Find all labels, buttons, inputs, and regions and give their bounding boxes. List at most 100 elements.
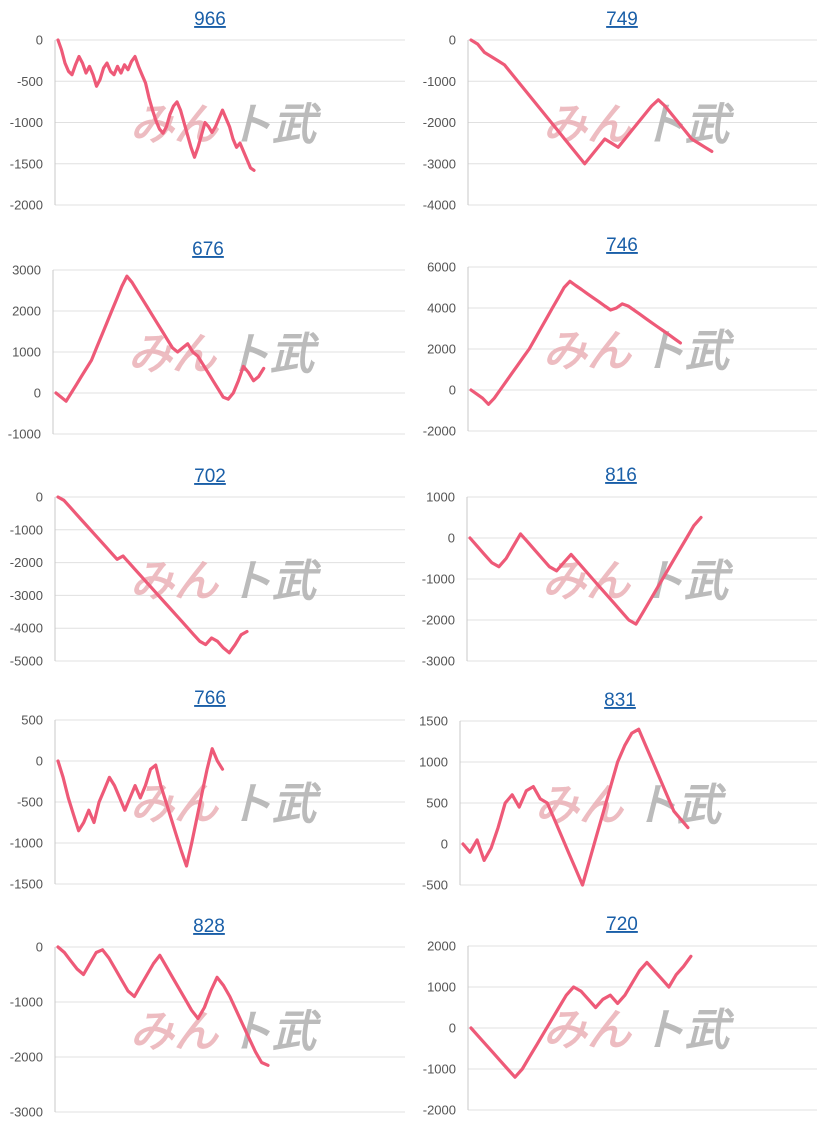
chart-title-link[interactable]: 766 <box>194 688 226 709</box>
watermark-part1: みん <box>543 327 633 376</box>
watermark-part2: ト武 <box>228 101 322 150</box>
y-tick-label: -500 <box>17 74 43 89</box>
y-tick-label: -1000 <box>423 74 456 89</box>
line-chart-746: 6000 4000 2000 0 -2000 みん ト武 746 <box>423 235 817 439</box>
y-tick-label: 1000 <box>419 755 448 770</box>
watermark-part1: みん <box>128 330 218 379</box>
y-tick-label: -1000 <box>423 1062 456 1077</box>
y-tick-label: -1000 <box>10 115 43 130</box>
y-tick-label: 0 <box>34 386 41 401</box>
line-chart-766: 500 0 -500 -1000 -1500 みん ト武 766 <box>10 688 405 892</box>
y-tick-label: -4000 <box>10 621 43 636</box>
series-line <box>469 279 682 406</box>
series-line <box>54 274 266 403</box>
y-tick-label: -5000 <box>10 654 43 669</box>
chart-panel-816: 1000 0 -1000 -2000 -3000 みん ト武 816 <box>410 455 817 677</box>
watermark-part1: みん <box>543 1006 633 1055</box>
y-tick-label: -2000 <box>423 1103 456 1118</box>
y-tick-label: -1000 <box>10 836 43 851</box>
y-tick-label: 500 <box>21 713 43 728</box>
chart-title-link[interactable]: 746 <box>606 235 638 256</box>
chart-title-link[interactable]: 828 <box>193 916 225 937</box>
y-tick-label: -2000 <box>423 115 456 130</box>
y-tick-label: 2000 <box>12 304 41 319</box>
y-tick-label: -1000 <box>8 427 41 442</box>
y-tick-label: -1000 <box>10 522 43 537</box>
series-line <box>56 495 249 655</box>
y-tick-label: -2000 <box>423 424 456 439</box>
chart-panel-831: 1500 1000 500 0 -500 みん ト武 831 <box>410 678 817 900</box>
chart-panel-746: 6000 4000 2000 0 -2000 みん ト武 746 <box>410 225 817 447</box>
y-tick-label: -3000 <box>423 156 456 171</box>
chart-title-link[interactable]: 676 <box>192 239 224 260</box>
y-tick-label: 4000 <box>427 301 456 316</box>
y-tick-label: 1000 <box>12 345 41 360</box>
series-line <box>469 954 693 1079</box>
y-tick-label: 0 <box>449 33 456 48</box>
chart-title-link[interactable]: 749 <box>606 9 638 30</box>
y-tick-label: -1000 <box>422 572 455 587</box>
chart-title-link[interactable]: 720 <box>606 914 638 935</box>
y-tick-label: -2000 <box>422 613 455 628</box>
chart-panel-720: 2000 1000 0 -1000 -2000 みん ト武 720 <box>410 903 817 1125</box>
watermark-part2: ト武 <box>228 780 322 829</box>
y-tick-label: -1500 <box>10 156 43 171</box>
chart-title-link[interactable]: 816 <box>605 465 637 486</box>
y-tick-label: 0 <box>449 1021 456 1036</box>
watermark-part1: みん <box>130 1008 220 1057</box>
series-line <box>56 38 256 172</box>
y-tick-label: -1000 <box>10 995 43 1010</box>
line-chart-702: 0 -1000 -2000 -3000 -4000 -5000 みん ト武 702 <box>10 466 405 669</box>
watermark-logo: みん ト武 <box>535 781 727 830</box>
watermark-part1: みん <box>543 101 633 150</box>
y-tick-label: -500 <box>17 795 43 810</box>
chart-panel-749: 0 -1000 -2000 -3000 -4000 みん ト武 749 <box>410 0 817 222</box>
y-tick-label: 6000 <box>427 260 456 275</box>
y-tick-label: 2000 <box>427 342 456 357</box>
watermark-logo: みん ト武 <box>543 327 735 376</box>
watermark-part2: ト武 <box>641 101 735 150</box>
watermark-part2: ト武 <box>228 1008 322 1057</box>
chart-title-link[interactable]: 831 <box>604 690 636 711</box>
watermark-part2: ト武 <box>228 557 322 606</box>
chart-panel-766: 500 0 -500 -1000 -1500 みん ト武 766 <box>0 678 407 900</box>
watermark-part2: ト武 <box>641 1006 735 1055</box>
y-tick-label: 2000 <box>427 939 456 954</box>
line-chart-749: 0 -1000 -2000 -3000 -4000 みん ト武 749 <box>423 9 817 213</box>
y-tick-label: 0 <box>441 837 448 852</box>
series-line <box>469 38 714 166</box>
watermark-part2: ト武 <box>641 327 735 376</box>
y-tick-label: -2000 <box>10 1050 43 1065</box>
y-tick-label: 1000 <box>426 490 455 505</box>
watermark-logo: みん ト武 <box>543 1006 735 1055</box>
y-tick-label: -2000 <box>10 555 43 570</box>
chart-panel-828: 0 -1000 -2000 -3000 みん ト武 828 <box>0 903 407 1125</box>
y-tick-label: -1500 <box>10 877 43 892</box>
y-tick-label: 0 <box>36 940 43 955</box>
y-tick-label: -3000 <box>10 588 43 603</box>
series-line <box>468 515 703 626</box>
line-chart-831: 1500 1000 500 0 -500 みん ト武 831 <box>419 690 817 893</box>
line-chart-720: 2000 1000 0 -1000 -2000 みん ト武 720 <box>423 914 817 1118</box>
y-tick-label: -4000 <box>423 198 456 213</box>
chart-title-link[interactable]: 966 <box>194 9 226 30</box>
series-line <box>56 747 225 868</box>
watermark-logo: みん ト武 <box>128 330 320 379</box>
y-tick-label: 0 <box>448 531 455 546</box>
chart-panel-702: 0 -1000 -2000 -3000 -4000 -5000 みん ト武 702 <box>0 455 407 677</box>
watermark-logo: みん ト武 <box>130 780 322 829</box>
chart-title-link[interactable]: 702 <box>194 466 226 487</box>
y-tick-label: 1500 <box>419 714 448 729</box>
watermark-logo: みん ト武 <box>543 101 735 150</box>
y-tick-label: 0 <box>36 754 43 769</box>
watermark-part2: ト武 <box>640 557 734 606</box>
chart-panel-676: 3000 2000 1000 0 -1000 みん ト武 676 <box>0 225 407 447</box>
y-tick-label: 1000 <box>427 980 456 995</box>
watermark-part1: みん <box>542 557 632 606</box>
line-chart-816: 1000 0 -1000 -2000 -3000 みん ト武 816 <box>422 465 817 669</box>
series-line <box>461 727 690 887</box>
chart-panel-966: 0 -500 -1000 -1500 -2000 みん ト武 966 <box>0 0 407 222</box>
line-chart-676: 3000 2000 1000 0 -1000 みん ト武 676 <box>8 239 405 442</box>
line-chart-828: 0 -1000 -2000 -3000 みん ト武 828 <box>10 916 405 1120</box>
